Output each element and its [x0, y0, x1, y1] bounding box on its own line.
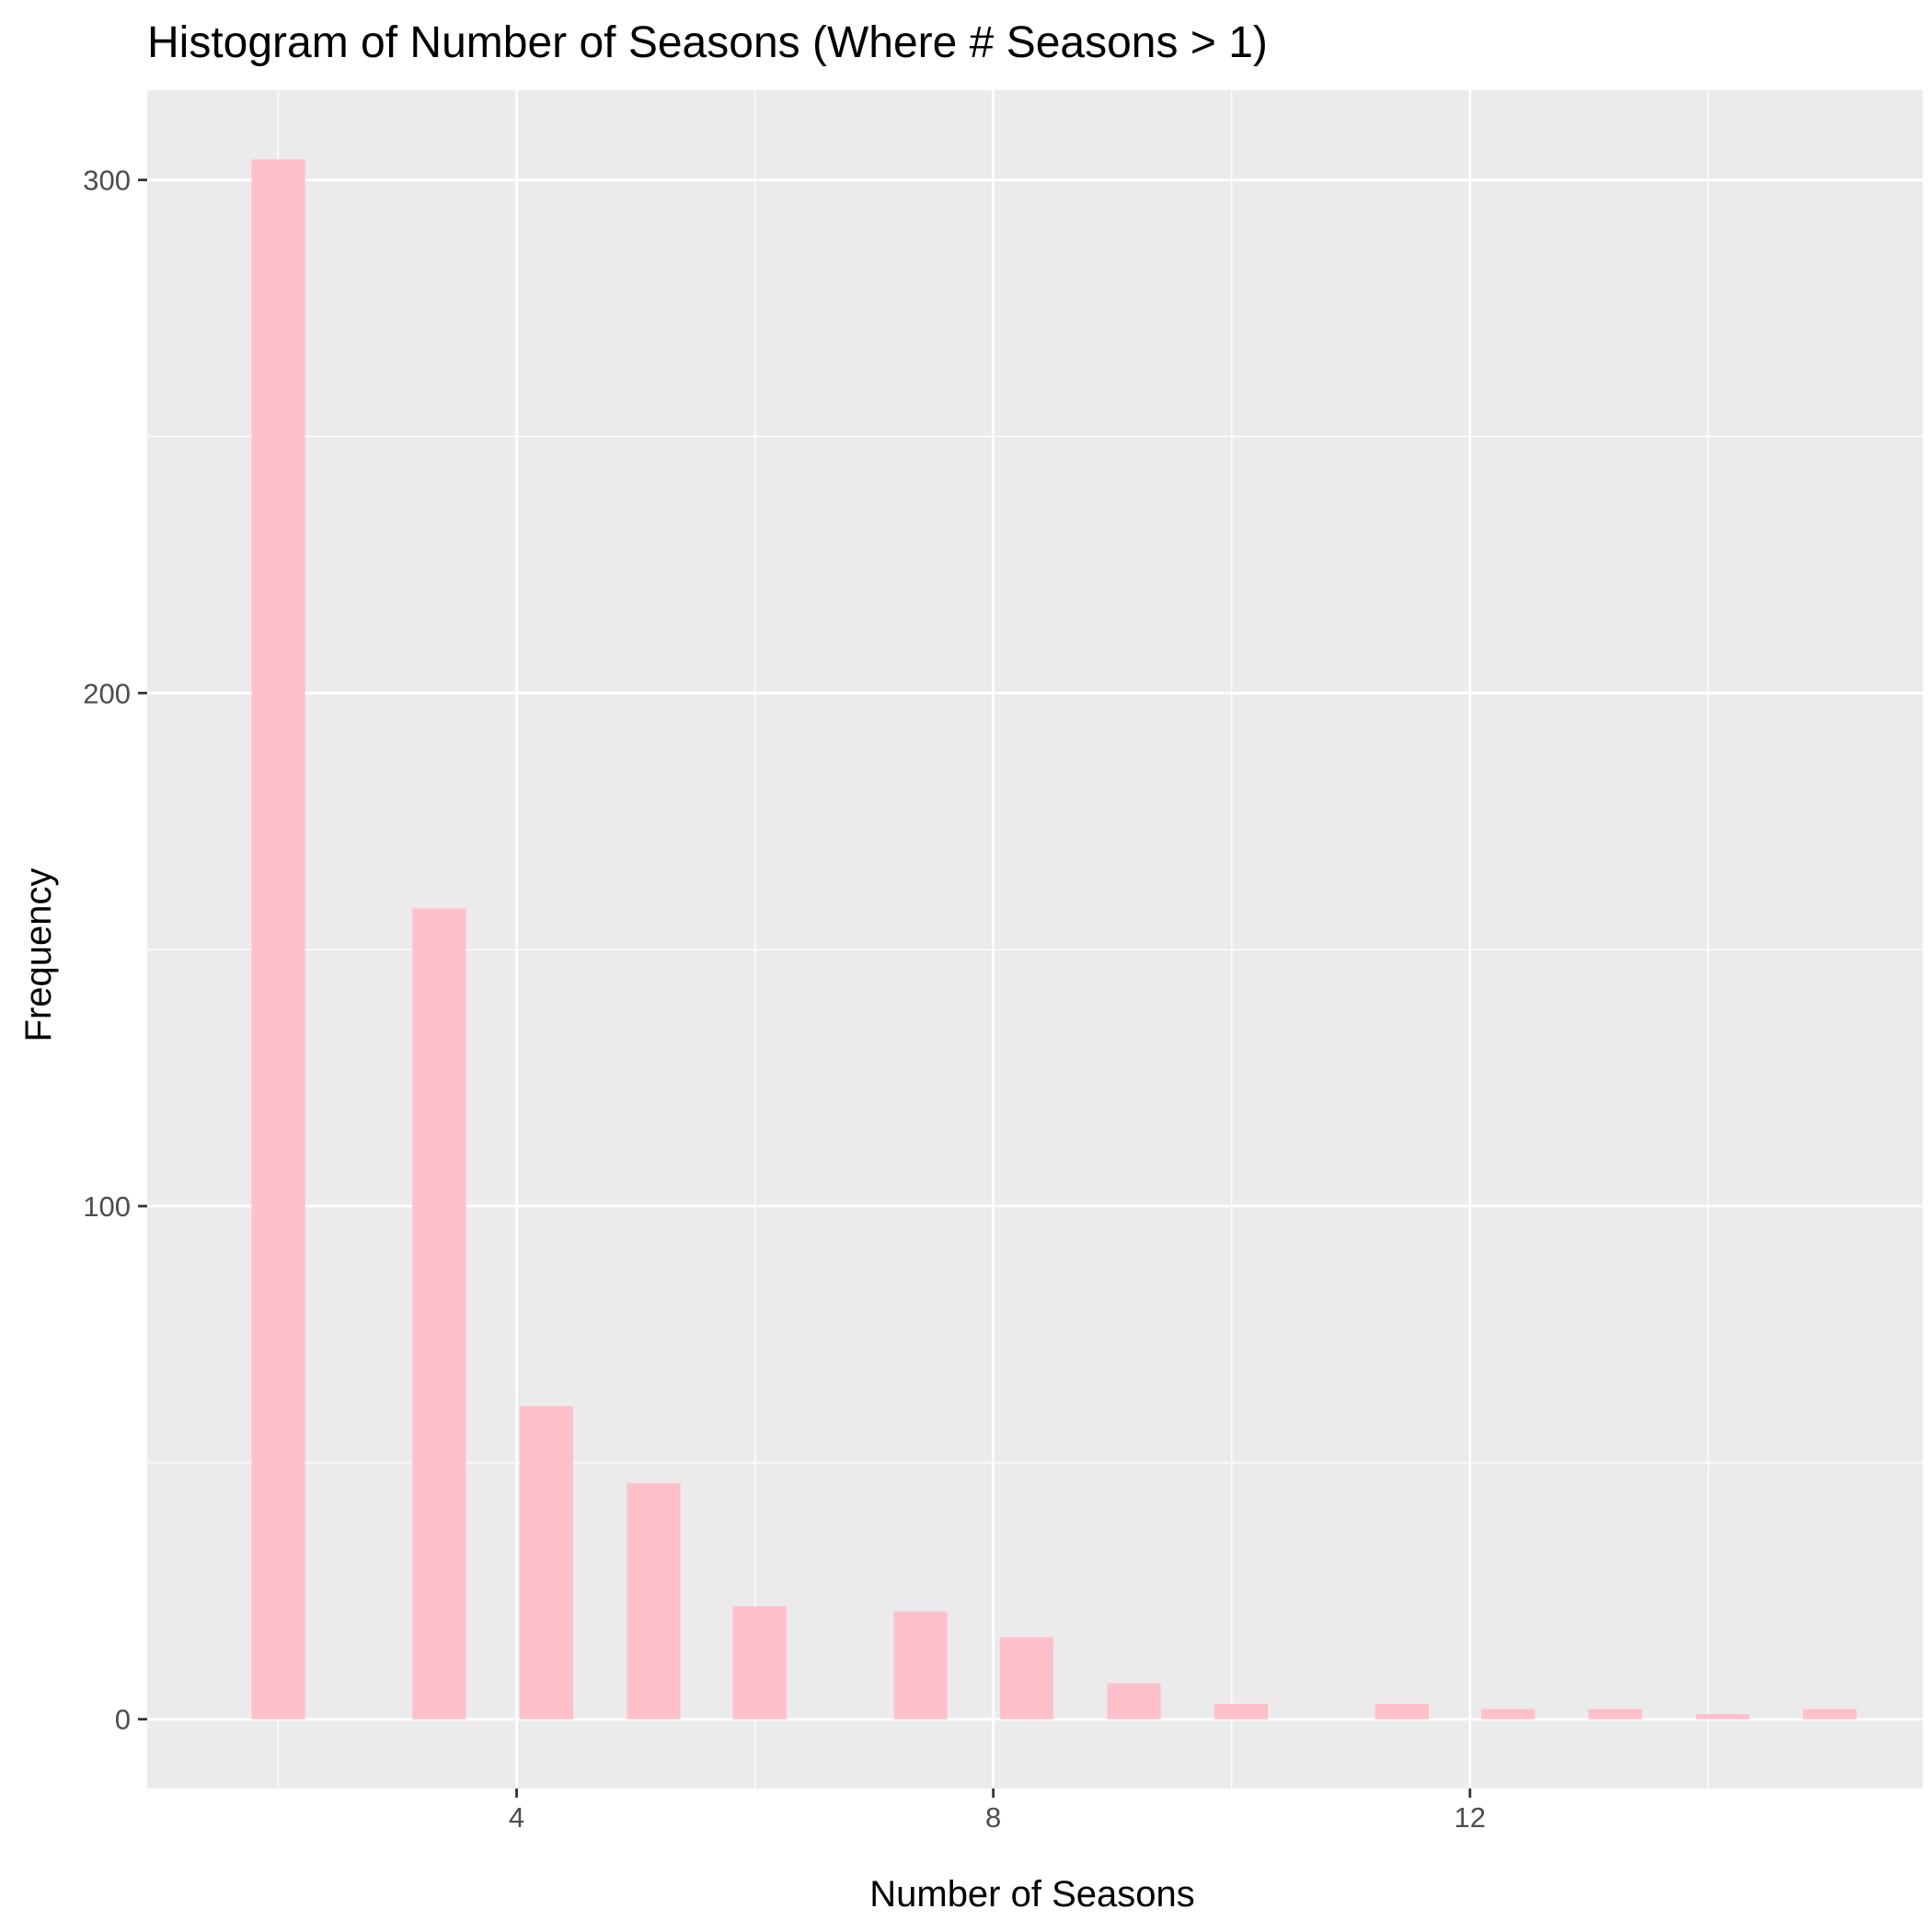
histogram-bar: [1481, 1708, 1535, 1719]
chart-title: Histogram of Number of Seasons (Where # …: [147, 18, 1268, 67]
histogram-bar: [893, 1611, 948, 1719]
x-tick-label: 12: [1455, 1801, 1486, 1834]
y-tick-label: 200: [83, 677, 131, 709]
x-axis: 4 8 12: [509, 1788, 1486, 1834]
histogram-bar: [1213, 1703, 1269, 1719]
histogram-bar: [251, 159, 305, 1719]
x-axis-title: Number of Seasons: [869, 1874, 1195, 1915]
y-tick-label: 300: [83, 165, 131, 197]
histogram-bar: [1107, 1683, 1161, 1719]
histogram-bar: [1588, 1708, 1642, 1719]
histogram-bar: [519, 1406, 574, 1719]
histogram-bar: [999, 1637, 1054, 1719]
y-tick-label: 0: [115, 1704, 131, 1736]
y-axis: 0 100 200 300: [83, 165, 147, 1736]
x-tick-label: 8: [985, 1801, 1001, 1834]
y-tick-label: 100: [83, 1190, 131, 1223]
histogram-bar: [627, 1483, 681, 1719]
y-axis-title: Frequency: [18, 868, 59, 1042]
x-tick-label: 4: [509, 1801, 524, 1834]
histogram-bar: [1374, 1703, 1430, 1719]
histogram-bar: [1802, 1708, 1857, 1719]
histogram-bar: [1696, 1714, 1750, 1719]
histogram-bars: [251, 159, 1857, 1719]
histogram-bar: [732, 1606, 787, 1719]
histogram-bar: [412, 908, 466, 1719]
